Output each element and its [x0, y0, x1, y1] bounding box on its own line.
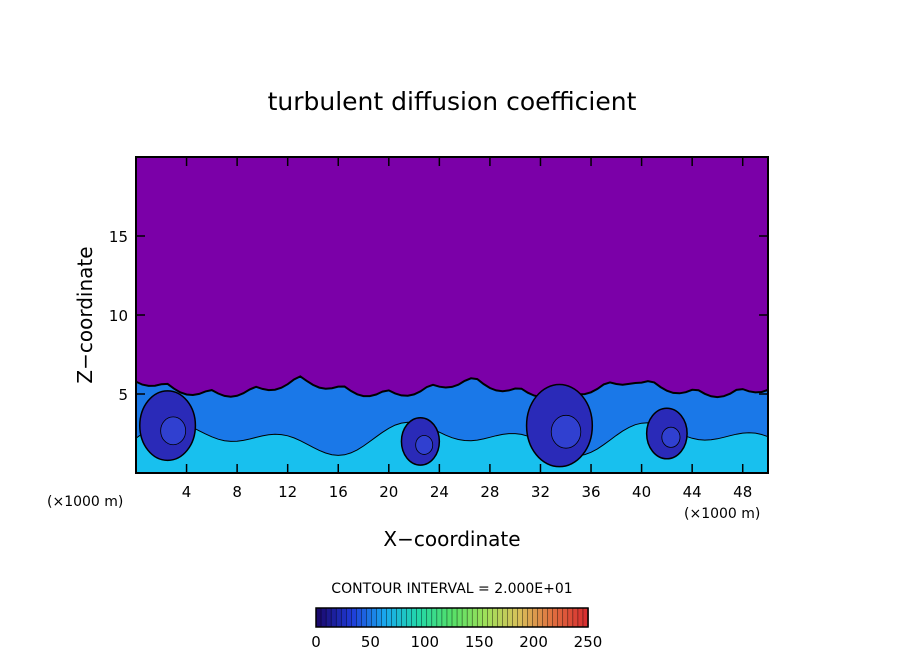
- colorbar-cell: [431, 607, 438, 628]
- colorbar-cell: [330, 607, 337, 628]
- y-axis-ticks: 5 10 15: [109, 228, 768, 404]
- plot-area: [135, 156, 769, 474]
- colorbar-cell: [522, 607, 529, 628]
- colorbar-cell: [461, 607, 468, 628]
- colorbar-cell: [446, 607, 453, 628]
- colorbar-cell: [567, 607, 574, 628]
- colorbar-cell: [406, 607, 413, 628]
- x-tick-label: 44: [683, 483, 702, 501]
- colorbar-cell: [441, 607, 448, 628]
- colorbar-cell: [562, 607, 569, 628]
- colorbar-cell: [507, 607, 514, 628]
- chart-title: turbulent diffusion coefficient: [268, 87, 637, 116]
- x-tick-label: 40: [632, 483, 651, 501]
- colorbar-cell: [381, 607, 388, 628]
- x-tick-label: 36: [581, 483, 600, 501]
- colorbar-cell: [517, 607, 524, 628]
- colorbar-cell: [487, 607, 493, 628]
- y-tick-label: 10: [109, 307, 128, 325]
- x-tick-label: 20: [379, 483, 398, 501]
- colorbar-cell: [482, 607, 488, 628]
- x-tick-label: 32: [531, 483, 550, 501]
- colorbar-tick-label: 50: [361, 633, 380, 651]
- colorbar-cell: [426, 607, 433, 628]
- colorbar-tick-label: 0: [311, 633, 321, 651]
- colorbar-cell: [411, 607, 418, 628]
- colorbar-cell: [512, 607, 519, 628]
- colorbar-tick-label: 200: [519, 633, 548, 651]
- colorbar-cell: [356, 607, 363, 628]
- x-tick-label: 8: [232, 483, 242, 501]
- colorbar-cell: [351, 607, 357, 628]
- colorbar-cell: [451, 607, 458, 628]
- y-tick-label: 5: [118, 386, 128, 404]
- colorbar-cell: [557, 607, 564, 628]
- colorbar-cell: [325, 607, 332, 628]
- x-tick-label: 16: [329, 483, 348, 501]
- colorbar-cell: [492, 607, 499, 628]
- colorbar-cell: [320, 607, 327, 628]
- colorbar-cell: [416, 607, 423, 628]
- colorbar-cell: [471, 607, 478, 628]
- colorbar-cell: [346, 607, 352, 628]
- x-tick-label: 48: [733, 483, 752, 501]
- colorbar-cell: [361, 607, 368, 628]
- y-axis-label: Z−coordinate: [73, 246, 97, 383]
- colorbar-cell: [552, 607, 559, 628]
- y-tick-label: 15: [109, 228, 128, 246]
- colorbar-cell: [537, 607, 544, 628]
- colorbar-cell: [547, 607, 554, 628]
- colorbar-cell: [391, 607, 398, 628]
- colorbar-cell: [421, 607, 428, 628]
- colorbar-cell: [532, 607, 539, 628]
- colorbar-cell: [456, 607, 463, 628]
- colorbar-cell: [335, 607, 342, 628]
- colorbar: [315, 607, 589, 628]
- colorbar-cell: [476, 607, 483, 628]
- colorbar-cell: [542, 607, 549, 628]
- colorbar-frame: [315, 607, 589, 628]
- colorbar-tick-label: 150: [465, 633, 494, 651]
- colorbar-cell: [315, 607, 322, 628]
- x-unit-left: (×1000 m): [47, 494, 123, 510]
- colorbar-ticks: 0 50 100 150 200 250: [311, 633, 602, 651]
- x-axis-label: X−coordinate: [383, 527, 520, 551]
- colorbar-cell: [396, 607, 403, 628]
- eddy-core: [160, 416, 187, 446]
- colorbar-cell: [371, 607, 378, 628]
- colorbar-cell: [376, 607, 383, 628]
- colorbar-cell: [527, 607, 534, 628]
- eddy-core: [550, 414, 582, 449]
- colorbar-cell: [386, 607, 393, 628]
- x-tick-label: 4: [182, 483, 192, 501]
- heatmap-field: [136, 157, 768, 473]
- colorbar-cell: [401, 607, 408, 628]
- x-tick-label: 28: [480, 483, 499, 501]
- x-unit-right: (×1000 m): [684, 506, 760, 522]
- colorbar-cell: [466, 607, 473, 628]
- colorbar-cell: [572, 607, 579, 628]
- colorbar-tick-label: 100: [410, 633, 439, 651]
- x-axis-ticks: 4 8 12 16 20 24 28 32 36 40 44 48: [182, 157, 752, 501]
- eddy-core: [415, 435, 434, 455]
- colorbar-cell: [366, 607, 373, 628]
- colorbar-cell: [502, 607, 509, 628]
- contour-interval-text: CONTOUR INTERVAL = 2.000E+01: [331, 581, 572, 597]
- colorbar-cell: [340, 607, 347, 628]
- colorbar-tick-label: 250: [574, 633, 603, 651]
- colorbar-cell: [497, 607, 504, 628]
- x-tick-label: 24: [430, 483, 449, 501]
- colorbar-cell: [577, 607, 584, 628]
- colorbar-cell: [436, 607, 443, 628]
- x-tick-label: 12: [278, 483, 297, 501]
- eddy-core: [661, 426, 681, 448]
